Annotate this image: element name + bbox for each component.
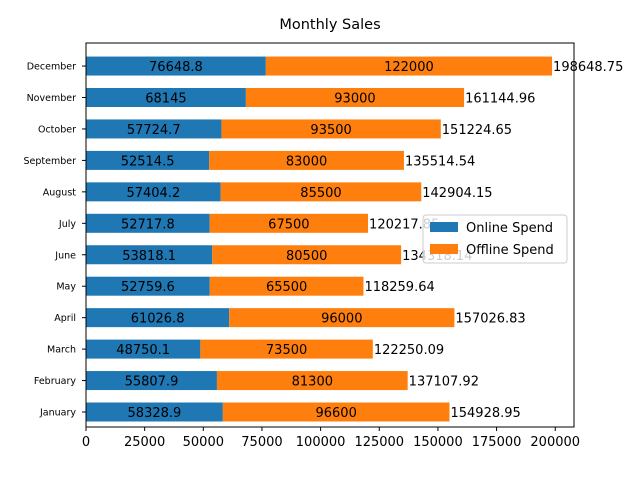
bar-value-label: 96000: [321, 312, 362, 327]
y-tick-label: November: [27, 93, 77, 104]
legend-label: Online Spend: [466, 221, 553, 236]
bar-online: [86, 119, 222, 139]
bar-total-label: 198648.75: [553, 60, 623, 75]
bar-value-label: 53818.1: [122, 249, 176, 264]
legend: Online Spend Offline Spend: [422, 214, 568, 264]
x-tick-label: 75000: [241, 435, 282, 450]
bar-offline: [245, 88, 465, 107]
bar-online: [86, 213, 210, 233]
y-tick-label: June: [54, 250, 76, 261]
bar-total-label: 122250.09: [374, 343, 444, 358]
bar-online: [86, 402, 223, 422]
bar-value-label: 83000: [286, 154, 327, 169]
bar-online: [86, 308, 230, 328]
plot-frame: [85, 42, 575, 428]
bar-value-label: 61026.8: [131, 312, 185, 327]
bar-value-label: 55807.9: [125, 375, 179, 390]
bar-online: [86, 339, 201, 359]
legend-label: Offline Spend: [466, 243, 554, 258]
y-tick-label: July: [58, 219, 76, 230]
y-tick-label: April: [54, 313, 76, 324]
bar-offline: [265, 56, 553, 76]
x-tick-label: 100000: [296, 435, 346, 450]
bar-value-label: 93500: [310, 123, 351, 138]
bar-value-label: 58328.9: [128, 406, 182, 421]
bar-value-label: 48750.1: [116, 343, 170, 358]
bar-offline: [200, 339, 373, 359]
x-axis: 0 25000 50000 75000 100000 125000 150000 175000…: [82, 427, 580, 450]
bar-total-label: 142904.15: [422, 186, 492, 201]
x-tick-label: 50000: [183, 435, 224, 450]
bar-total-label: 157026.83: [455, 312, 525, 327]
bar-total-label: 118259.64: [364, 280, 434, 295]
bar-value-label: 93000: [334, 92, 375, 107]
y-tick-label: August: [43, 187, 77, 198]
bar-total-label: 120217.85: [369, 217, 439, 232]
y-tick-label: March: [47, 345, 76, 356]
bar-value-label: 52514.5: [121, 154, 175, 169]
bar-value-label: 80500: [286, 249, 327, 264]
bar-online: [86, 88, 246, 107]
bar-value-label: 57404.2: [126, 186, 180, 201]
y-tick-label: February: [34, 376, 76, 387]
y-tick-label: January: [39, 408, 76, 419]
bar-value-label: 68145: [145, 92, 186, 107]
legend-box: [422, 214, 568, 264]
y-tick-label: October: [38, 124, 76, 135]
bar-value-label: 52759.6: [121, 280, 175, 295]
bar-online: [86, 276, 210, 296]
bar-offline: [216, 371, 408, 391]
bar-offline: [220, 182, 422, 202]
y-tick-label: December: [27, 62, 76, 73]
bar-value-label: 73500: [266, 343, 307, 358]
x-tick-label: 25000: [124, 435, 165, 450]
bars-layer: [86, 56, 553, 422]
y-axis: January February March April May June July Augu…: [23, 62, 86, 419]
bar-value-label: 76648.8: [149, 60, 203, 75]
bar-total-label: 151224.65: [442, 123, 512, 138]
chart-title: Monthly Sales: [279, 17, 380, 33]
y-tick-label: September: [23, 156, 76, 167]
bar-online: [86, 245, 213, 265]
bar-value-label: 65500: [266, 280, 307, 295]
x-tick-label: 125000: [354, 435, 404, 450]
x-tick-label: 0: [82, 435, 90, 450]
x-tick-label: 200000: [530, 435, 580, 450]
legend-swatch: [430, 244, 458, 254]
bar-offline: [221, 119, 441, 139]
legend-swatch: [430, 222, 458, 232]
bar-offline: [209, 213, 369, 233]
bar-online: [86, 371, 217, 391]
y-tick-label: May: [56, 282, 76, 293]
bar-offline: [212, 245, 402, 265]
bar-online: [86, 182, 221, 202]
bar-online: [86, 150, 210, 170]
bar-labels-layer: 58328.9 96600 154928.95 55807.9 81300 137107.…: [116, 60, 623, 421]
bar-offline: [229, 308, 455, 328]
bar-value-label: 67500: [268, 217, 309, 232]
x-tick-label: 150000: [413, 435, 463, 450]
bar-online: [86, 56, 266, 76]
bar-value-label: 81300: [292, 375, 333, 390]
bar-value-label: 96600: [315, 406, 356, 421]
bar-value-label: 57724.7: [127, 123, 181, 138]
bar-total-label: 161144.96: [465, 92, 535, 107]
bar-total-label: 137107.92: [409, 375, 479, 390]
bar-value-label: 52717.8: [121, 217, 175, 232]
bar-offline: [209, 150, 404, 170]
bar-offline: [209, 276, 364, 296]
x-tick-label: 175000: [472, 435, 522, 450]
bar-total-label: 154928.95: [450, 406, 520, 421]
bar-value-label: 122000: [384, 60, 434, 75]
bar-total-label: 135514.54: [405, 154, 475, 169]
bar-offline: [222, 402, 450, 422]
bar-value-label: 85500: [300, 186, 341, 201]
